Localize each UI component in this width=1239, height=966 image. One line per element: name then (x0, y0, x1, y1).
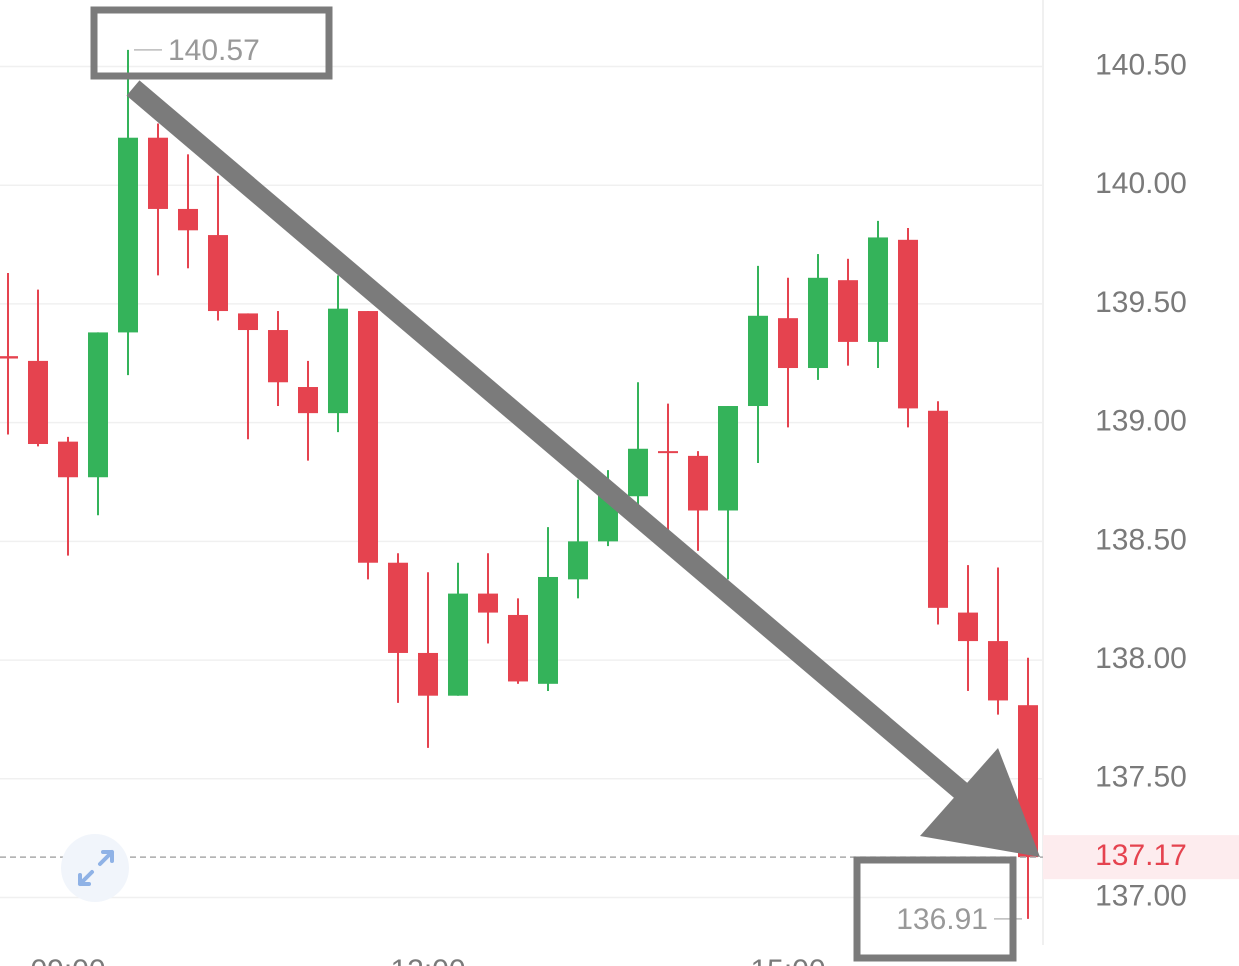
candle-body (268, 330, 288, 383)
candle-body (898, 239, 918, 409)
y-tick-label: 138.00 (1095, 642, 1187, 675)
candle-body (628, 448, 648, 497)
candle-body (988, 641, 1008, 701)
candle-body (178, 208, 198, 231)
y-tick-label: 137.00 (1095, 879, 1187, 912)
candle-body (748, 315, 768, 407)
candle-body (568, 541, 588, 580)
y-tick-label: 139.00 (1095, 405, 1187, 438)
x-tick-label: 15:00 (750, 954, 825, 966)
candle-body (238, 313, 258, 331)
high-label: 140.57 (168, 34, 260, 67)
candle-body (508, 614, 528, 682)
candle-body (328, 308, 348, 414)
candle-body (538, 576, 558, 684)
highlight-box (853, 856, 1017, 962)
highlight-box (90, 6, 333, 80)
candle-body (838, 280, 858, 342)
candle-body (478, 593, 498, 613)
candle-body (448, 593, 468, 696)
candle-body (0, 356, 18, 359)
candle-body (28, 360, 48, 445)
annotation-arrow (126, 80, 1040, 857)
y-tick-label: 137.50 (1095, 761, 1187, 794)
candle-body (298, 387, 318, 414)
low-label: 136.91 (896, 903, 988, 936)
y-tick-label: 140.50 (1095, 48, 1187, 81)
candle-body (808, 277, 828, 369)
candle-body (718, 406, 738, 511)
candle-body (688, 455, 708, 511)
expand-icon[interactable] (61, 834, 129, 902)
y-tick-label: 139.50 (1095, 286, 1187, 319)
candle-body (148, 137, 168, 209)
candle-body (658, 451, 678, 454)
candle-body (778, 318, 798, 369)
y-tick-label: 138.50 (1095, 523, 1187, 556)
last-price-label: 137.17 (1095, 839, 1187, 872)
x-tick-label: 12:00 (390, 954, 465, 966)
candle-body (868, 237, 888, 342)
candles (0, 49, 1038, 919)
candle-body (118, 137, 138, 333)
candle-body (88, 332, 108, 478)
candle-body (958, 612, 978, 642)
x-tick-label: 09:00 (30, 954, 105, 966)
y-tick-label: 140.00 (1095, 167, 1187, 200)
candle-body (208, 235, 228, 312)
last-price-bg (1043, 835, 1239, 880)
labels: 137.00 137.50 138.00 138.50 139.00 139.50 140.… (0, 34, 1239, 966)
candle-body (418, 652, 438, 696)
candle-body (358, 311, 378, 563)
candle-body (928, 410, 948, 608)
candle-body (58, 441, 78, 478)
candle-body (388, 562, 408, 653)
